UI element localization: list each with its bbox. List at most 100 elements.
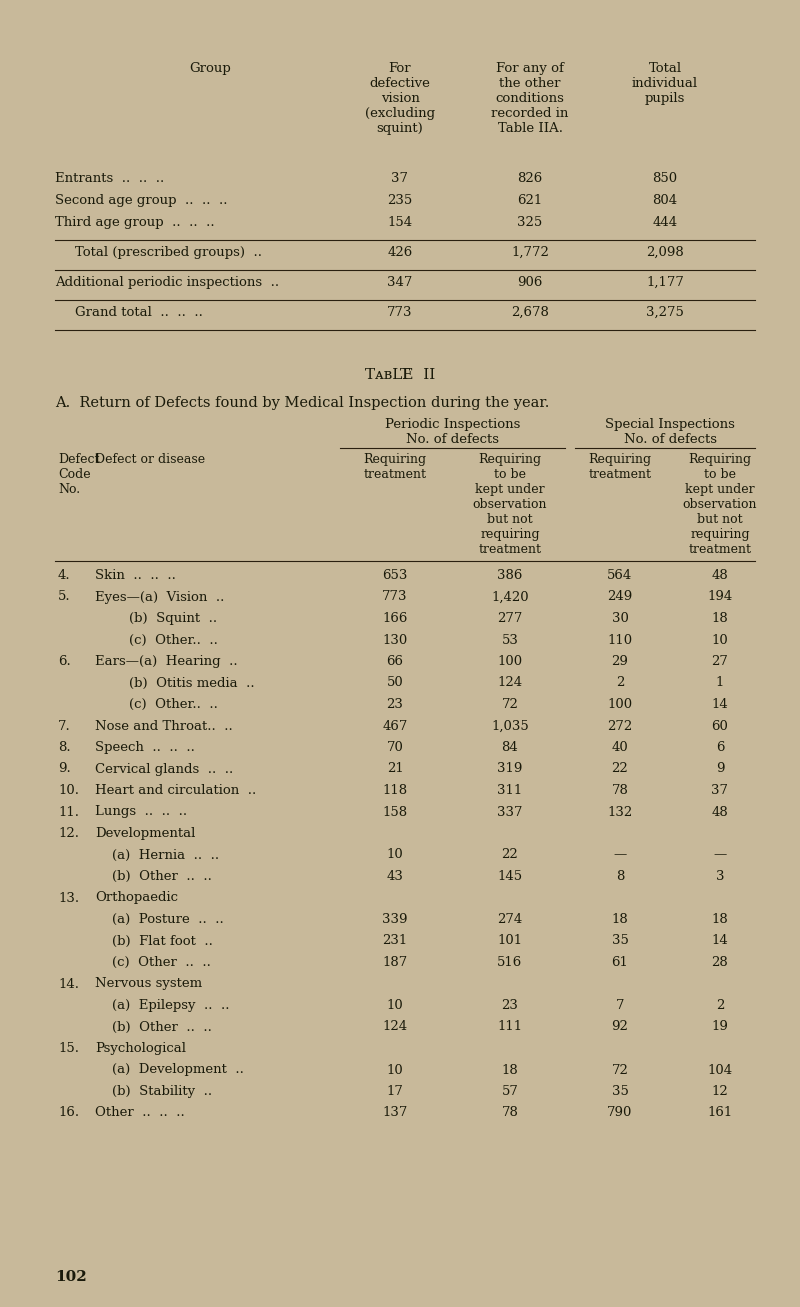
Text: 101: 101	[498, 935, 522, 948]
Text: 100: 100	[607, 698, 633, 711]
Text: 1,772: 1,772	[511, 246, 549, 259]
Text: 444: 444	[653, 216, 678, 229]
Text: Third age group  ..  ..  ..: Third age group .. .. ..	[55, 216, 214, 229]
Text: T: T	[400, 369, 410, 382]
Text: 104: 104	[707, 1064, 733, 1077]
Text: 325: 325	[518, 216, 542, 229]
Text: For any of
the other
conditions
recorded in
Table IIA.: For any of the other conditions recorded…	[491, 61, 569, 135]
Text: 18: 18	[612, 914, 628, 925]
Text: 23: 23	[386, 698, 403, 711]
Text: 850: 850	[653, 173, 678, 186]
Text: (c)  Other  ..  ..: (c) Other .. ..	[95, 955, 211, 968]
Text: Cervical glands  ..  ..: Cervical glands .. ..	[95, 762, 234, 775]
Text: 16.: 16.	[58, 1107, 79, 1120]
Text: 12: 12	[712, 1085, 728, 1098]
Text: 48: 48	[712, 569, 728, 582]
Text: 8: 8	[616, 870, 624, 884]
Text: 13.: 13.	[58, 891, 79, 904]
Text: 21: 21	[386, 762, 403, 775]
Text: 339: 339	[382, 914, 408, 925]
Text: 386: 386	[498, 569, 522, 582]
Text: 102: 102	[55, 1270, 86, 1283]
Text: Periodic Inspections
No. of defects: Periodic Inspections No. of defects	[385, 418, 520, 446]
Text: 14.: 14.	[58, 978, 79, 991]
Text: 274: 274	[498, 914, 522, 925]
Text: —: —	[614, 848, 626, 861]
Text: Group: Group	[189, 61, 231, 74]
Text: 28: 28	[712, 955, 728, 968]
Text: 12.: 12.	[58, 827, 79, 840]
Text: 11.: 11.	[58, 805, 79, 818]
Text: —: —	[714, 848, 726, 861]
Text: 337: 337	[498, 805, 522, 818]
Text: 14: 14	[712, 698, 728, 711]
Text: 60: 60	[711, 719, 729, 732]
Text: 10: 10	[386, 999, 403, 1012]
Text: For
defective
vision
(excluding
squint): For defective vision (excluding squint)	[365, 61, 435, 135]
Text: 166: 166	[382, 612, 408, 625]
Text: 516: 516	[498, 955, 522, 968]
Text: Entrants  ..  ..  ..: Entrants .. .. ..	[55, 173, 164, 186]
Text: 773: 773	[382, 591, 408, 604]
Text: 18: 18	[712, 914, 728, 925]
Text: 319: 319	[498, 762, 522, 775]
Text: 272: 272	[607, 719, 633, 732]
Text: 37: 37	[711, 784, 729, 797]
Text: 18: 18	[712, 612, 728, 625]
Text: 231: 231	[382, 935, 408, 948]
Text: 22: 22	[502, 848, 518, 861]
Text: 40: 40	[612, 741, 628, 754]
Text: (b)  Flat foot  ..: (b) Flat foot ..	[95, 935, 213, 948]
Text: 2: 2	[616, 677, 624, 690]
Text: Lungs  ..  ..  ..: Lungs .. .. ..	[95, 805, 187, 818]
Text: 22: 22	[612, 762, 628, 775]
Text: 78: 78	[611, 784, 629, 797]
Text: 154: 154	[387, 216, 413, 229]
Text: Defect or disease: Defect or disease	[95, 454, 205, 467]
Text: 29: 29	[611, 655, 629, 668]
Text: 3,275: 3,275	[646, 306, 684, 319]
Text: 17: 17	[386, 1085, 403, 1098]
Text: Second age group  ..  ..  ..: Second age group .. .. ..	[55, 193, 227, 207]
Text: 8.: 8.	[58, 741, 70, 754]
Text: 773: 773	[387, 306, 413, 319]
Text: Orthopaedic: Orthopaedic	[95, 891, 178, 904]
Text: 621: 621	[518, 193, 542, 207]
Text: 27: 27	[711, 655, 729, 668]
Text: 906: 906	[518, 276, 542, 289]
Text: 4.: 4.	[58, 569, 70, 582]
Text: 132: 132	[607, 805, 633, 818]
Text: 124: 124	[498, 677, 522, 690]
Text: 137: 137	[382, 1107, 408, 1120]
Text: 19: 19	[711, 1021, 729, 1034]
Text: Developmental: Developmental	[95, 827, 195, 840]
Text: 35: 35	[611, 1085, 629, 1098]
Text: Requiring
to be
kept under
observation
but not
requiring
treatment: Requiring to be kept under observation b…	[682, 454, 758, 555]
Text: 277: 277	[498, 612, 522, 625]
Text: 78: 78	[502, 1107, 518, 1120]
Text: 1,177: 1,177	[646, 276, 684, 289]
Text: 61: 61	[611, 955, 629, 968]
Text: Nervous system: Nervous system	[95, 978, 202, 991]
Text: 84: 84	[502, 741, 518, 754]
Text: (a)  Development  ..: (a) Development ..	[95, 1064, 244, 1077]
Text: 6.: 6.	[58, 655, 70, 668]
Text: 124: 124	[382, 1021, 407, 1034]
Text: Heart and circulation  ..: Heart and circulation ..	[95, 784, 256, 797]
Text: (b)  Other  ..  ..: (b) Other .. ..	[95, 870, 212, 884]
Text: 790: 790	[607, 1107, 633, 1120]
Text: 14: 14	[712, 935, 728, 948]
Text: 7.: 7.	[58, 719, 70, 732]
Text: 92: 92	[611, 1021, 629, 1034]
Text: 3: 3	[716, 870, 724, 884]
Text: Other  ..  ..  ..: Other .. .. ..	[95, 1107, 185, 1120]
Text: 130: 130	[382, 634, 408, 647]
Text: 6: 6	[716, 741, 724, 754]
Text: Total (prescribed groups)  ..: Total (prescribed groups) ..	[75, 246, 262, 259]
Text: 15.: 15.	[58, 1042, 79, 1055]
Text: 118: 118	[382, 784, 407, 797]
Text: 9.: 9.	[58, 762, 70, 775]
Text: 70: 70	[386, 741, 403, 754]
Text: 804: 804	[653, 193, 678, 207]
Text: 145: 145	[498, 870, 522, 884]
